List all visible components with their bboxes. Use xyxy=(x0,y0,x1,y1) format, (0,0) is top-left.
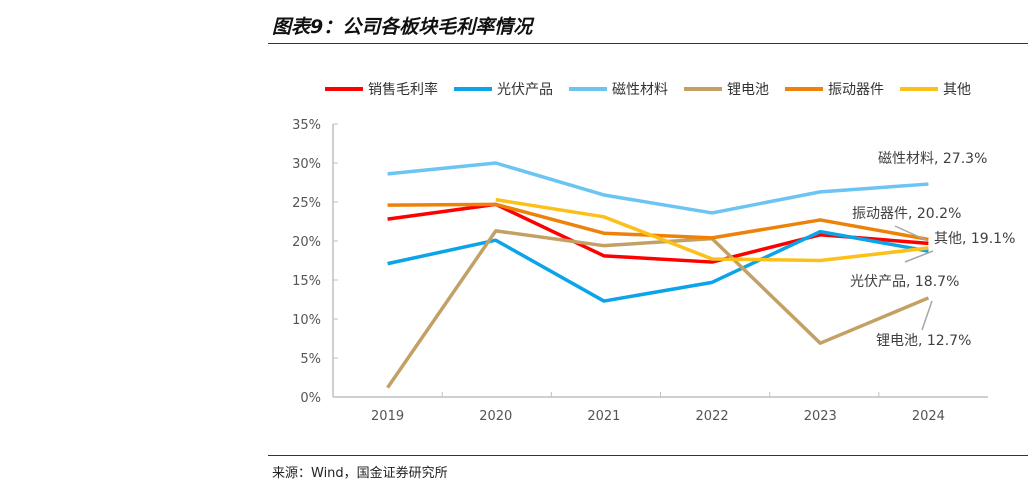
annotation-label: 锂电池, 12.7% xyxy=(876,333,971,349)
x-tick-label: 2024 xyxy=(912,409,945,424)
x-tick-label: 2022 xyxy=(696,409,729,424)
y-tick-label: 5% xyxy=(300,352,321,367)
y-tick-label: 35% xyxy=(292,118,321,133)
series-line-销售毛利率 xyxy=(387,202,929,264)
y-tick-label: 0% xyxy=(300,391,321,406)
annotation-leader xyxy=(904,250,934,263)
y-tick-label: 20% xyxy=(292,235,321,250)
legend-label: 其他 xyxy=(943,82,971,98)
y-tick-label: 15% xyxy=(292,274,321,289)
figure-title: 图表9：公司各板块毛利率情况 xyxy=(272,16,533,38)
annotation-label: 磁性材料, 27.3% xyxy=(878,151,987,167)
y-tick-label: 30% xyxy=(292,157,321,172)
x-tick-label: 2020 xyxy=(479,409,512,424)
source-note: 来源：Wind，国金证券研究所 xyxy=(272,466,448,481)
series-line-锂电池 xyxy=(386,229,930,389)
y-tick-label: 10% xyxy=(292,313,321,328)
legend-label: 光伏产品 xyxy=(497,82,553,98)
series-line-磁性材料 xyxy=(387,161,929,215)
title-divider xyxy=(268,43,1028,44)
annotation-label: 其他, 19.1% xyxy=(934,231,1015,247)
annotation-leader xyxy=(921,300,933,331)
legend-label: 锂电池 xyxy=(727,82,769,98)
annotation-label: 振动器件, 20.2% xyxy=(852,206,961,222)
x-tick-label: 2019 xyxy=(371,409,404,424)
series-line-光伏产品 xyxy=(387,229,929,303)
annotation-label: 光伏产品, 18.7% xyxy=(850,274,959,290)
footer-divider xyxy=(268,455,1028,456)
legend-label: 振动器件 xyxy=(828,82,884,98)
series-line-振动器件 xyxy=(387,202,929,242)
annotation-leader xyxy=(894,225,929,242)
x-tick-label: 2021 xyxy=(587,409,620,424)
x-tick-label: 2023 xyxy=(804,409,837,424)
y-tick-label: 25% xyxy=(292,196,321,211)
legend-label: 磁性材料 xyxy=(612,82,668,98)
legend-label: 销售毛利率 xyxy=(368,81,438,98)
